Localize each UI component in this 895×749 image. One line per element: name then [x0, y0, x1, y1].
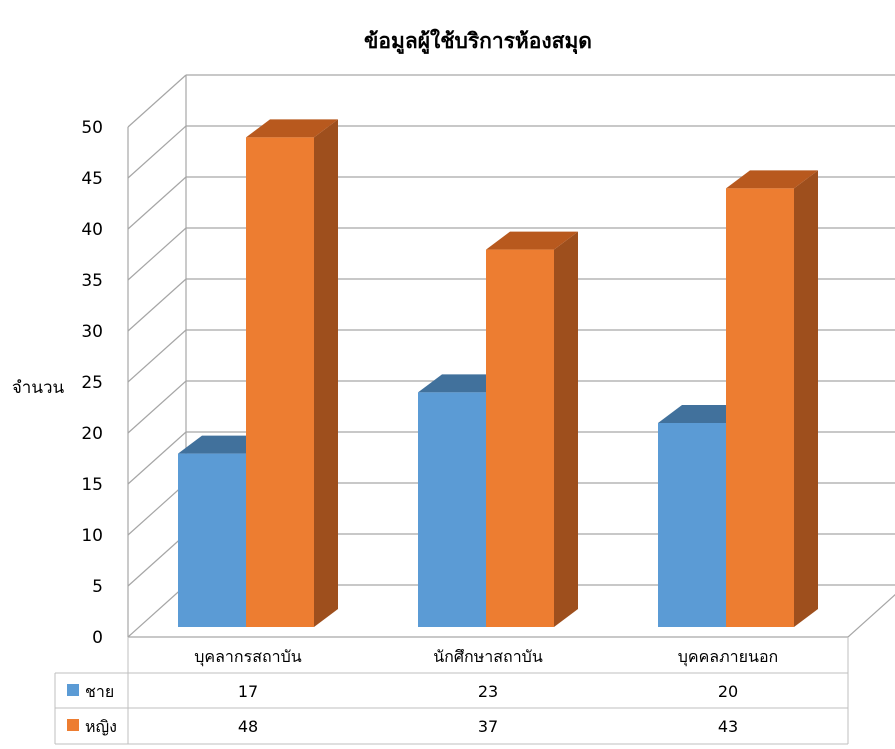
- chart-title: ข้อมูลผู้ใช้บริการห้องสมุด: [364, 28, 592, 55]
- y-tick-label: 35: [81, 271, 103, 291]
- gridline-side: [127, 227, 187, 281]
- y-tick-label: 30: [81, 322, 103, 342]
- legend-label: ชาย: [85, 682, 114, 701]
- y-tick-label: 20: [81, 424, 103, 444]
- data-label: 48: [238, 717, 258, 736]
- floor-right-edge: [847, 594, 895, 638]
- y-tick-label: 15: [81, 475, 103, 495]
- gridline-side: [127, 584, 187, 638]
- bar-front: [658, 423, 726, 627]
- data-label: 20: [718, 682, 738, 701]
- y-axis-label: จำนวน: [12, 378, 65, 398]
- gridline-side: [127, 380, 187, 434]
- y-tick-label: 45: [81, 169, 103, 189]
- gridline-side: [127, 125, 187, 179]
- gridline-side: [127, 482, 187, 536]
- gridline-side: [127, 176, 187, 230]
- gridline-side: [127, 533, 187, 587]
- y-tick-label: 25: [81, 373, 103, 393]
- x-tick-label: บุคคลภายนอก: [678, 647, 779, 667]
- bar-top: [486, 231, 578, 250]
- legend-swatch: [67, 684, 79, 696]
- bar-front: [726, 188, 794, 627]
- gridline-side: [127, 329, 187, 383]
- bar-front: [246, 137, 314, 627]
- gridline-side: [127, 74, 187, 128]
- legend-label: หญิง: [85, 717, 117, 736]
- y-tick-label: 0: [92, 628, 103, 648]
- gridline-side: [127, 278, 187, 332]
- y-tick-label: 50: [81, 118, 103, 138]
- data-label: 37: [478, 717, 498, 736]
- data-label: 43: [718, 717, 738, 736]
- data-label: 23: [478, 682, 498, 701]
- x-tick-label: บุคลากรสถาบัน: [194, 647, 302, 667]
- y-tick-label: 5: [92, 577, 103, 597]
- bar-front: [418, 392, 486, 627]
- bar: [486, 231, 578, 627]
- bar: [246, 119, 338, 628]
- legend-swatch: [67, 719, 79, 731]
- gridline-side: [127, 431, 187, 485]
- bar-front: [178, 453, 246, 627]
- bar-front: [486, 249, 554, 627]
- bar-side: [554, 231, 578, 627]
- bars: [178, 119, 818, 628]
- y-tick-label: 10: [81, 526, 103, 546]
- y-tick-label: 40: [81, 220, 103, 240]
- data-label: 17: [238, 682, 258, 701]
- data-table: บุคลากรสถาบัน นักศึกษาสถาบัน บุคคลภายนอกชา…: [54, 637, 849, 745]
- bar: [726, 170, 818, 627]
- bar-side: [794, 170, 818, 627]
- y-axis-ticks: 0 5 10 15 20 25 30 35 40 45 50: [81, 118, 103, 648]
- bar-top: [726, 170, 818, 189]
- bar-top: [246, 119, 338, 138]
- bar-side: [314, 119, 338, 628]
- x-tick-label: นักศึกษาสถาบัน: [433, 647, 543, 666]
